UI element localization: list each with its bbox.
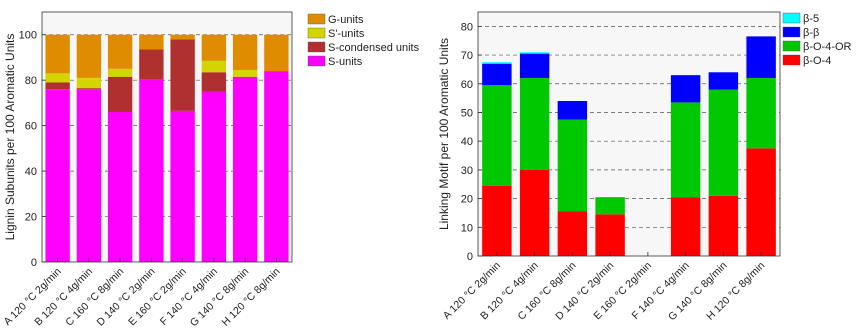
bar-segment: [170, 34, 195, 40]
bar-segment: [170, 110, 195, 262]
plot-frame: [477, 11, 781, 257]
bar-segment: [482, 62, 512, 64]
bar-segment: [519, 52, 550, 54]
legend-label: β-5: [803, 13, 819, 25]
bar-segment: [670, 102, 701, 198]
bar-segment: [107, 34, 133, 69]
bar-segment: [670, 197, 701, 256]
y-tick-label: 10: [461, 222, 473, 234]
legend-label: S-condensed units: [328, 42, 420, 54]
bar-segment: [482, 85, 512, 186]
bar-segment: [201, 91, 227, 262]
bar-segment: [107, 68, 133, 77]
bar-segment: [708, 195, 739, 256]
legend-swatch: [782, 12, 801, 24]
bar-segment: [139, 79, 164, 262]
y-tick-label: 80: [461, 21, 473, 33]
bar-segment: [45, 89, 70, 262]
bar-segment: [482, 63, 512, 86]
legend-swatch: [782, 26, 801, 38]
bar-segment: [482, 185, 512, 256]
bar-segment: [76, 34, 102, 78]
y-tick-label: 20: [461, 194, 473, 206]
bar-segment: [746, 78, 776, 149]
bar-segment: [708, 89, 739, 196]
legend-swatch: [782, 54, 801, 66]
y-tick-label: 60: [25, 121, 37, 133]
y-tick-label: 40: [461, 136, 473, 148]
y-tick-label: 50: [461, 107, 473, 119]
bar-segment: [557, 211, 588, 256]
y-tick-label: 60: [461, 79, 473, 91]
plot-frame: [41, 11, 293, 263]
legend: β-5 β-β β-O-4-OR β-O-4: [782, 12, 852, 67]
bar-segment: [170, 39, 195, 111]
bar-segment: [201, 34, 227, 61]
legend: G-units S'-units S-condensed units S-units: [307, 13, 420, 68]
y-tick-label: 0: [31, 257, 37, 269]
legend-swatch: [782, 40, 801, 52]
bar-segment: [201, 60, 227, 73]
bar-segment: [45, 34, 70, 74]
bar-segment: [264, 71, 289, 262]
bar-segment: [232, 76, 258, 262]
legend-label: β-β: [803, 27, 819, 39]
bar-segment: [139, 49, 164, 80]
bar-segment: [746, 36, 776, 79]
bar-segment: [264, 34, 289, 72]
y-tick-label: 40: [25, 166, 37, 178]
bar-segment: [670, 75, 701, 103]
y-tick-label: 80: [25, 75, 37, 87]
bar-segment: [595, 197, 625, 215]
y-tick-label: 20: [25, 212, 37, 224]
y-tick-label: 70: [461, 50, 473, 62]
bar-segment: [557, 119, 588, 212]
legend-swatch: [307, 41, 326, 53]
bar-segment: [232, 69, 258, 77]
bar-segment: [76, 88, 102, 90]
y-tick-label: 30: [461, 165, 473, 177]
legend-label: G-units: [328, 14, 364, 26]
legend-swatch: [307, 27, 326, 39]
legend-swatch: [307, 13, 326, 25]
bar-segment: [76, 77, 102, 89]
bar-segment: [45, 82, 70, 90]
bar-segment: [76, 89, 102, 262]
legend-swatch: [307, 55, 326, 67]
bar-segment: [519, 53, 550, 79]
bar-segment: [139, 34, 164, 50]
bar-segment: [232, 34, 258, 70]
y-tick-label: 100: [19, 30, 37, 42]
bar-segment: [519, 78, 550, 170]
bar-segment: [519, 169, 550, 256]
bar-segment: [107, 112, 133, 262]
legend-label: β-O-4-OR: [803, 41, 852, 53]
legend-label: S-units: [328, 56, 363, 68]
y-tick-label: 0: [467, 251, 473, 263]
y-axis-label: Linking Motif per 100 Aromatic Units: [437, 38, 451, 230]
legend-label: S'-units: [328, 28, 365, 40]
bar-segment: [201, 72, 227, 92]
bar-segment: [708, 72, 739, 90]
x-tick-label: H 120 °C 8g/min: [219, 266, 282, 329]
bar-segment: [557, 100, 588, 120]
bar-segment: [746, 148, 776, 256]
bar-segment: [107, 76, 133, 112]
bar-segment: [595, 214, 625, 256]
y-axis-label: Lignin Subunits per 100 Aromatic Units: [3, 34, 17, 241]
bar-segment: [45, 73, 70, 83]
legend-label: β-O-4: [803, 55, 831, 67]
